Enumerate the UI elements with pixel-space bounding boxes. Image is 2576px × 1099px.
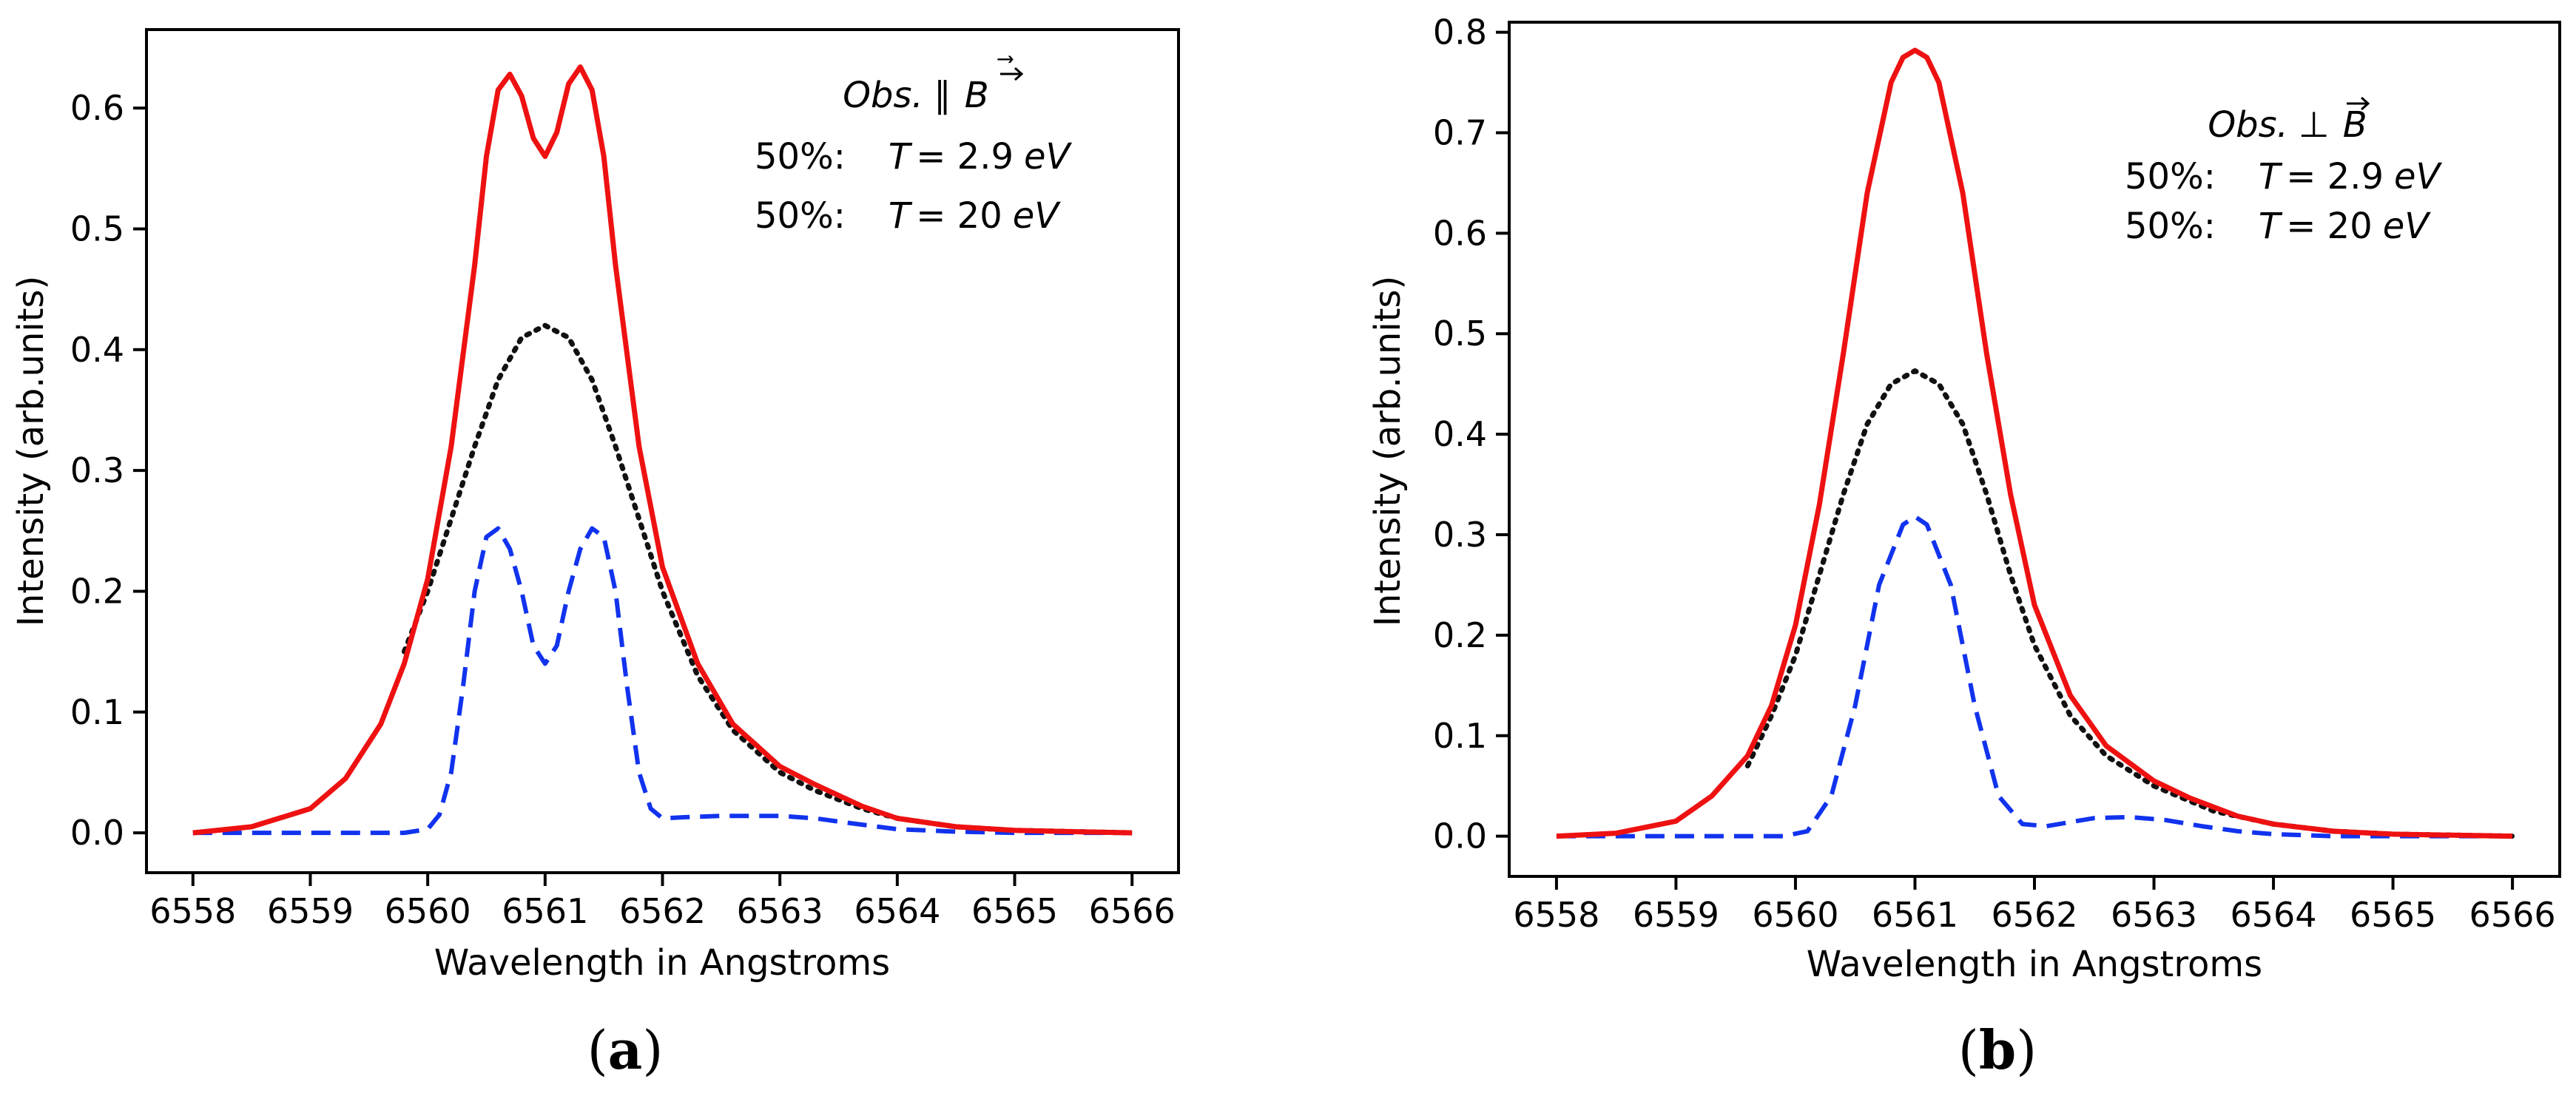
x-axis-ticks: 6558 6559 6560 6561 6562 6563 6564 6565 6566 [149,873,1176,931]
x-tick-label: 6561 [502,891,588,931]
y-tick-label: 0.1 [70,692,124,732]
x-tick-label: 6560 [1752,895,1838,935]
x-tick-label: 6565 [2350,895,2436,935]
vector-arrow-icon [1000,67,1024,81]
y-tick-label: 0.5 [70,209,124,248]
legend-obs: Obs. [843,75,923,116]
legend-row-1-eq: = 2.9 [2286,156,2384,197]
series-line-total [192,64,1133,836]
legend-symbol: ∥ [934,75,951,116]
y-tick-label: 0.2 [1433,615,1487,655]
x-tick-label: 6561 [1872,895,1958,935]
x-tick-label: 6559 [267,891,354,931]
series-layer [1556,47,2515,839]
y-tick-label: 0.4 [70,330,124,370]
legend-title: Obs. ⊥ B [2208,104,2367,146]
x-tick-label: 6566 [1089,891,1176,931]
panel-label-letter: a [608,1018,643,1081]
panel-label-close: ) [2016,1019,2037,1081]
legend-row-2: 50%: T = 20 eV [2125,206,2431,247]
legend-row-1-pct: 50%: [2125,156,2216,197]
legend-row-1-t: T [889,136,913,177]
y-tick-label: 0.3 [70,450,124,490]
legend-box: Obs. ⊥ B 50%: T = 2.9 eV 50%: T = 20 eV [2125,96,2443,247]
y-tick-label: 0.6 [1433,213,1487,253]
x-tick-label: 6563 [737,891,823,931]
x-axis-ticks: 6558 6559 6560 6561 6562 6563 6564 6565 6566 [1513,876,2556,935]
legend-row-2-pct: 50%: [755,195,846,237]
chart-panel-a: 6558 6559 6560 6561 6562 6563 6564 6565 6566 0.0… [10,28,1180,1081]
legend-b: B [965,75,989,116]
x-tick-label: 6558 [149,891,236,931]
legend-obs: Obs. [2208,104,2288,146]
legend-row-1-pct: 50%: [755,136,846,177]
series-line-total [1556,47,2513,839]
vector-arrow-icon [2347,96,2370,111]
legend-row-2-eq: = 20 [916,195,1002,237]
y-tick-label: 0.6 [70,88,124,128]
y-axis-label: Intensity (arb.units) [10,276,52,627]
legend-row-2-unit: eV [2383,206,2432,247]
legend-symbol: ⊥ [2299,104,2330,146]
legend-b: B [2343,104,2367,146]
series-layer [192,64,1135,836]
x-tick-label: 6560 [385,891,471,931]
y-tick-label: 0.8 [1433,13,1487,53]
y-axis-label: Intensity (arb.units) [1367,276,1409,627]
y-tick-label: 0.0 [70,813,124,853]
y-axis-ticks: 0.0 0.1 0.2 0.3 0.4 0.5 0.6 [70,88,146,853]
legend-row-2: 50%: T = 20 eV [755,195,1061,237]
panel-label-close: ) [642,1019,663,1081]
x-tick-label: 6565 [971,891,1058,931]
x-axis-label: Wavelength in Angstroms [1807,944,2262,985]
panel-label-open: ( [1958,1019,1979,1081]
legend-row-1: 50%: T = 2.9 eV [2125,156,2443,197]
y-tick-label: 0.0 [1433,816,1487,856]
legend-row-1-unit: eV [2394,156,2443,197]
x-tick-label: 6564 [854,891,940,931]
x-tick-label: 6563 [2111,895,2197,935]
x-tick-label: 6566 [2469,895,2556,935]
x-tick-label: 6559 [1633,895,1719,935]
legend-row-2-eq: = 20 [2286,206,2373,247]
x-axis-label: Wavelength in Angstroms [434,942,890,984]
legend-row-2-unit: eV [1013,195,1062,237]
y-tick-label: 0.7 [1433,112,1487,152]
chart-panel-b: 6558 6559 6560 6561 6562 6563 6564 6565 6566 0.0… [1367,13,2561,1081]
series-line-t29 [1556,514,2513,839]
y-tick-label: 0.5 [1433,314,1487,354]
legend-row-1-unit: eV [1024,136,1073,177]
legend-row-1-t: T [2259,156,2283,197]
panel-label-open: ( [587,1019,608,1081]
legend-row-2-pct: 50%: [2125,206,2216,247]
y-tick-label: 0.4 [1433,414,1487,454]
y-axis-ticks: 0.0 0.1 0.2 0.3 0.4 0.5 0.6 0.7 0.8 [1433,13,1509,856]
panel-label-letter: b [1979,1018,2016,1081]
x-tick-label: 6564 [2231,895,2317,935]
x-tick-label: 6562 [619,891,706,931]
legend-row-2-t: T [889,195,913,237]
x-tick-label: 6562 [1991,895,2077,935]
y-tick-label: 0.3 [1433,515,1487,555]
y-tick-label: 0.2 [70,571,124,611]
vector-arrow-icon: ⃗ [997,55,1014,64]
plot-frame [1508,21,2561,878]
x-tick-label: 6558 [1513,895,1599,935]
legend-row-1: 50%: T = 2.9 eV [755,136,1073,177]
panel-label-b: (b) [1958,1018,2037,1081]
series-line-t29 [192,526,1133,836]
legend-row-2-t: T [2259,206,2283,247]
y-tick-label: 0.1 [1433,716,1487,756]
legend-row-1-eq: = 2.9 [916,136,1014,177]
panel-label-a: (a) [587,1018,664,1081]
legend-title: Obs. ∥ B [843,75,988,116]
